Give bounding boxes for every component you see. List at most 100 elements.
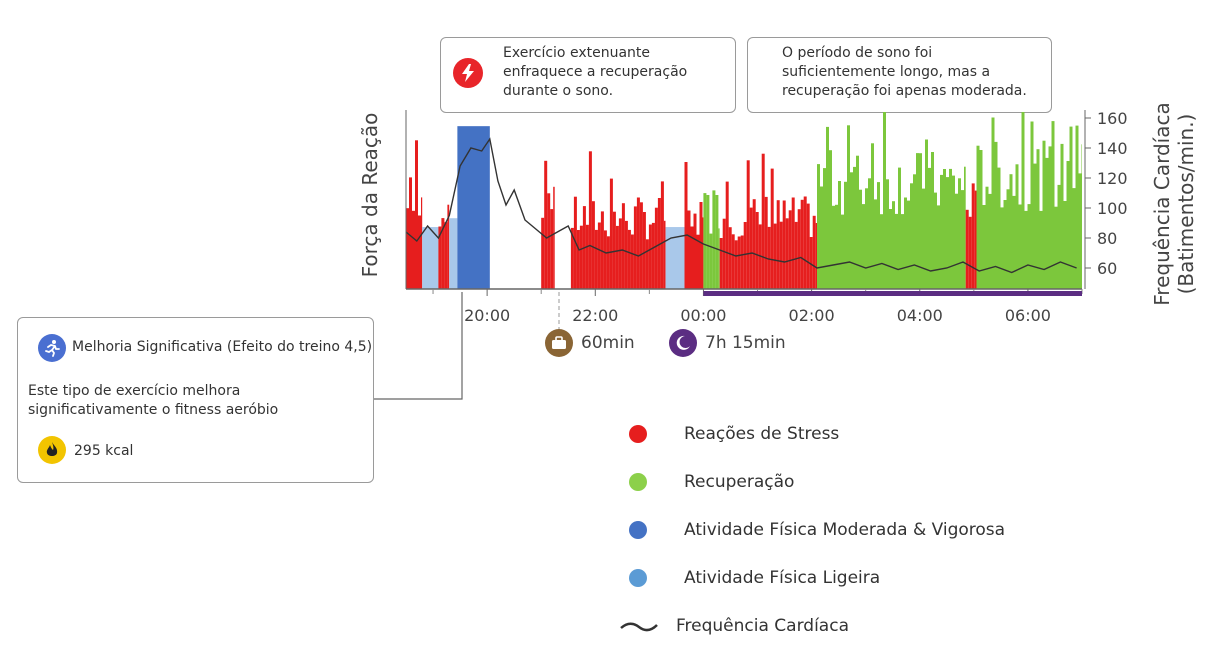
stress-bar — [541, 217, 545, 289]
sleep-marker: 7h 15min — [669, 329, 786, 357]
recovery-bar — [862, 204, 865, 289]
recovery-bar — [1048, 146, 1052, 289]
recovery-bar — [946, 177, 949, 289]
stress-bar — [609, 178, 613, 289]
y-tick-label: 100 — [1097, 199, 1128, 218]
legend-label: Atividade Física Moderada & Vigorosa — [684, 520, 1006, 540]
x-tick-label: 04:00 — [897, 306, 943, 325]
stress-bar — [761, 153, 765, 289]
stress-bar — [627, 229, 631, 289]
recovery-bar — [1003, 200, 1007, 289]
workout-calories: 295 kcal — [74, 443, 134, 459]
stress-callout: Exercício extenuante enfraquece a recupe… — [440, 37, 736, 113]
stress-bar — [743, 222, 747, 289]
legend-label: Atividade Física Ligeira — [684, 568, 881, 588]
recovery-bar — [871, 143, 874, 289]
stress-bar — [803, 196, 807, 289]
stress-bar — [785, 218, 789, 289]
recovery-bar — [874, 199, 877, 289]
running-person-icon — [38, 334, 66, 362]
recovery-bar — [949, 168, 952, 289]
recovery-bar — [976, 145, 980, 289]
stress-bar — [791, 197, 795, 289]
stress-bar — [728, 227, 732, 289]
legend-item: Atividade Física Ligeira — [620, 568, 880, 588]
recovery-bar — [1063, 201, 1067, 289]
stress-bar — [779, 221, 783, 289]
recovery-bar — [829, 150, 832, 289]
stress-bar — [579, 225, 583, 289]
recovery-bar — [832, 205, 835, 289]
recovery-bar — [883, 112, 886, 289]
recovery-bar — [1060, 143, 1064, 289]
recovery-bar — [1051, 121, 1055, 289]
stress-bar — [806, 203, 810, 289]
stress-bar — [770, 168, 774, 289]
stress-bar — [553, 186, 555, 289]
legend-dot-swatch — [629, 473, 647, 491]
legend-label: Recuperação — [684, 472, 795, 492]
recovery-bar — [934, 192, 937, 289]
sleep-duration: 7h 15min — [705, 333, 786, 353]
stress-bar — [684, 162, 688, 289]
stress-bar — [755, 212, 759, 289]
recovery-bar — [1045, 157, 1049, 289]
recovery-bar — [1030, 121, 1034, 289]
stress-bar — [591, 201, 595, 289]
stress-bar — [409, 177, 412, 289]
recovery-bar — [826, 126, 829, 290]
stress-bar — [690, 226, 694, 289]
recovery-bar — [937, 205, 940, 289]
stress-bar — [699, 202, 703, 289]
legend-line-swatch — [620, 622, 658, 632]
recovery-bar — [1075, 125, 1079, 289]
stress-bar — [797, 209, 801, 289]
flame-icon — [38, 436, 66, 464]
stress-bar — [767, 226, 771, 289]
workout-description: Este tipo de exercício melhora significa… — [28, 383, 279, 418]
recovery-bar — [955, 193, 958, 289]
recovery-bar — [844, 181, 847, 289]
stress-bar — [406, 208, 409, 289]
stress-bar — [412, 210, 415, 289]
recovery-bar — [1039, 210, 1043, 289]
stress-bar — [974, 190, 977, 289]
stress-bar — [660, 181, 664, 289]
sleep-callout: O período de sono foi suficientemente lo… — [747, 37, 1052, 113]
stress-bar — [600, 211, 604, 289]
recovery-bar — [850, 172, 853, 289]
recovery-bar — [817, 164, 820, 289]
recovery-bar — [1006, 189, 1010, 289]
recovery-bar — [1066, 161, 1070, 289]
stress-bar — [441, 218, 445, 289]
recovery-bar — [838, 181, 841, 289]
vigorous-segment — [457, 126, 490, 289]
recovery-bar — [1009, 174, 1013, 289]
recovery-bar — [928, 167, 931, 289]
recovery-bar — [841, 214, 844, 289]
heart-rate-line — [405, 137, 1077, 274]
stress-bar — [444, 222, 448, 289]
stress-bar — [645, 239, 649, 289]
stress-bar — [800, 199, 804, 289]
stress-bar — [971, 183, 975, 289]
recovery-bar — [853, 166, 856, 289]
recovery-bar — [901, 214, 904, 289]
recovery-bar — [877, 182, 880, 289]
stress-bar — [648, 224, 652, 289]
recovery-bar — [991, 117, 995, 289]
recovery-bar — [931, 152, 934, 289]
recovery-bar — [913, 174, 916, 289]
recovery-bar — [982, 205, 986, 289]
recovery-bar — [715, 195, 719, 289]
recovery-bar — [922, 188, 925, 289]
recovery-bar — [889, 209, 892, 289]
recovery-bar — [880, 214, 883, 289]
stress-bar — [965, 209, 969, 289]
stress-bar — [585, 224, 589, 289]
recovery-bar — [706, 195, 710, 289]
recovery-bar — [712, 190, 716, 289]
stress-bar — [594, 229, 598, 289]
stress-bar — [418, 215, 421, 289]
recovery-bar — [958, 178, 961, 289]
